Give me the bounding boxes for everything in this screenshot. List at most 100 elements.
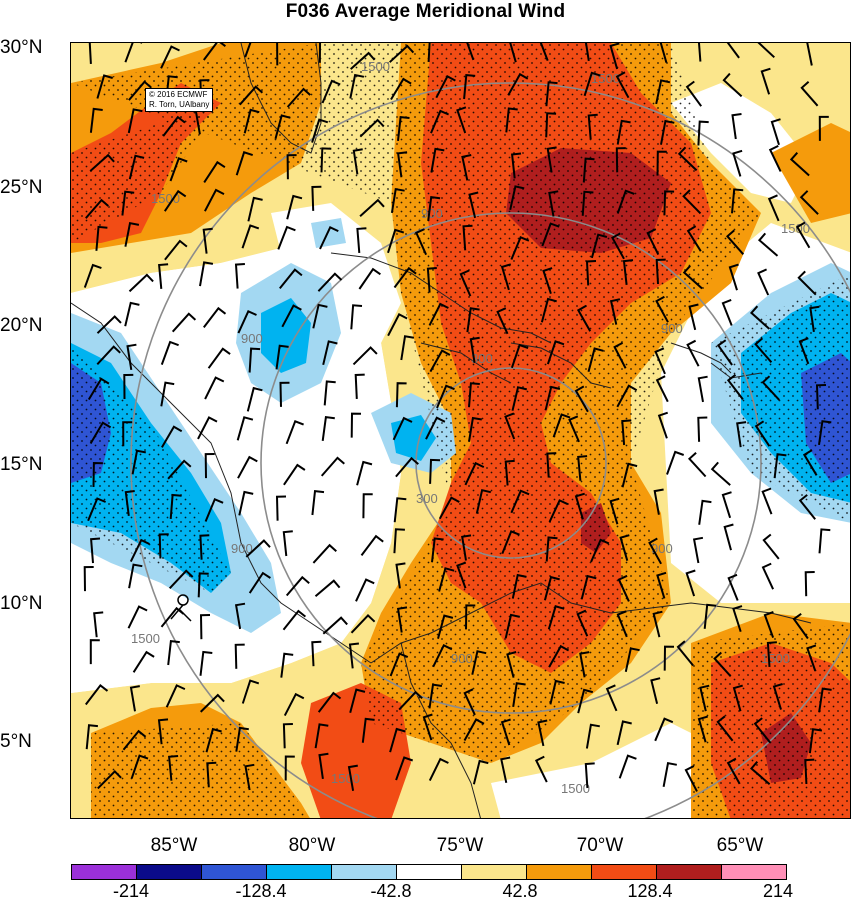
wind-barb [461, 154, 472, 181]
contour-label-1500-se: 1500 [761, 651, 790, 666]
wind-barb [390, 77, 412, 101]
wind-barb [590, 233, 608, 259]
wind-barb [350, 412, 362, 438]
wind-barb [283, 463, 306, 486]
wind-barb [121, 190, 135, 216]
wind-barb [428, 683, 443, 709]
wind-barb [277, 225, 296, 250]
wind-barb [158, 533, 169, 559]
wind-barb [653, 488, 664, 515]
wind-barb [395, 562, 406, 589]
wind-barb [398, 690, 423, 711]
wind-barb [238, 490, 254, 516]
wind-barb [239, 85, 264, 106]
wind-barb [687, 451, 707, 478]
contour-label-1500-left: 1500 [151, 191, 180, 206]
wind-barb [203, 43, 226, 61]
wind-barb [504, 459, 515, 486]
wind-barb [202, 227, 213, 254]
wind-barb [124, 43, 143, 63]
wind-barb [663, 645, 675, 671]
wind-barb [590, 538, 610, 563]
wind-barb [89, 153, 115, 172]
colorbar-cell [721, 864, 787, 880]
wind-barb [510, 489, 530, 514]
credit-box: © 2016 ECMWF R. Torn, UAlbany [145, 88, 214, 112]
wind-barb [792, 612, 809, 640]
credit-line-1: © 2016 ECMWF [149, 90, 208, 99]
wind-barb [199, 650, 213, 676]
wind-barb [749, 305, 770, 330]
wind-barb [87, 377, 110, 401]
wind-barb [616, 119, 631, 145]
wind-barb [806, 43, 813, 66]
lon-label-85w: 85°W [150, 835, 198, 856]
wind-barb [160, 606, 185, 628]
wind-barb [167, 459, 192, 480]
wind-barb [754, 420, 771, 447]
wind-barb [206, 761, 217, 788]
wind-barb [757, 43, 775, 59]
wind-barb [461, 534, 472, 561]
wind-barb [577, 455, 588, 481]
wind-barb [427, 43, 431, 62]
wind-barb [318, 752, 329, 780]
wind-barb [804, 571, 815, 597]
wind-barb [655, 79, 671, 105]
wind-barb [582, 157, 595, 183]
wind-barb [463, 688, 476, 716]
wind-barb [663, 190, 675, 216]
lat-label-5n: 5°N [0, 731, 32, 752]
colorbar-label-neg214: -214 [112, 881, 150, 901]
wind-barb [275, 495, 287, 521]
wind-barb [197, 572, 209, 598]
wind-barb [800, 81, 819, 107]
wind-barb [685, 569, 696, 597]
wind-barb [544, 385, 561, 411]
wind-barb [130, 754, 149, 779]
credit-line-2: R. Torn, UAlbany [149, 100, 210, 109]
wind-barb [465, 604, 476, 630]
wind-barb [798, 337, 810, 365]
wind-barb [548, 190, 559, 217]
wind-barb [703, 603, 717, 629]
wind-barbs [83, 43, 832, 792]
wind-barb [199, 534, 210, 560]
wind-barb [311, 185, 322, 211]
wind-barb [659, 43, 668, 63]
wind-barb [509, 185, 525, 211]
lon-label-65w: 65°W [716, 835, 764, 856]
wind-barb [361, 717, 375, 743]
wind-barb [438, 496, 460, 520]
wind-barb [311, 118, 329, 143]
colorbar-label-pos214: 214 [762, 881, 794, 901]
lat-label-15n: 15°N [0, 454, 43, 475]
wind-barb [243, 108, 260, 134]
colorbar-cell [266, 864, 332, 880]
wind-barb [93, 611, 104, 638]
wind-barb [688, 303, 699, 331]
wind-barb [204, 376, 225, 400]
wind-barb [468, 382, 480, 408]
wind-barb [716, 715, 734, 742]
wind-barb [356, 227, 367, 253]
wind-barb [772, 683, 783, 710]
wind-barb [168, 755, 179, 781]
wind-barb [284, 755, 295, 781]
wind-barb [437, 614, 454, 639]
wind-barb [464, 461, 485, 486]
wind-barb [682, 189, 702, 215]
wind-barb [798, 494, 816, 520]
wind-barb [122, 421, 133, 447]
wind-barb [429, 349, 451, 373]
wind-barb [546, 146, 557, 173]
wind-barb [317, 691, 342, 713]
wind-barb [725, 229, 745, 255]
wind-barb [354, 373, 365, 399]
wind-barb [128, 273, 154, 293]
wind-barb [686, 225, 702, 252]
wind-barb [158, 263, 169, 289]
wind-barb [395, 756, 414, 781]
wind-barb [469, 336, 480, 364]
contour-label-900-se: 900 [651, 541, 673, 556]
